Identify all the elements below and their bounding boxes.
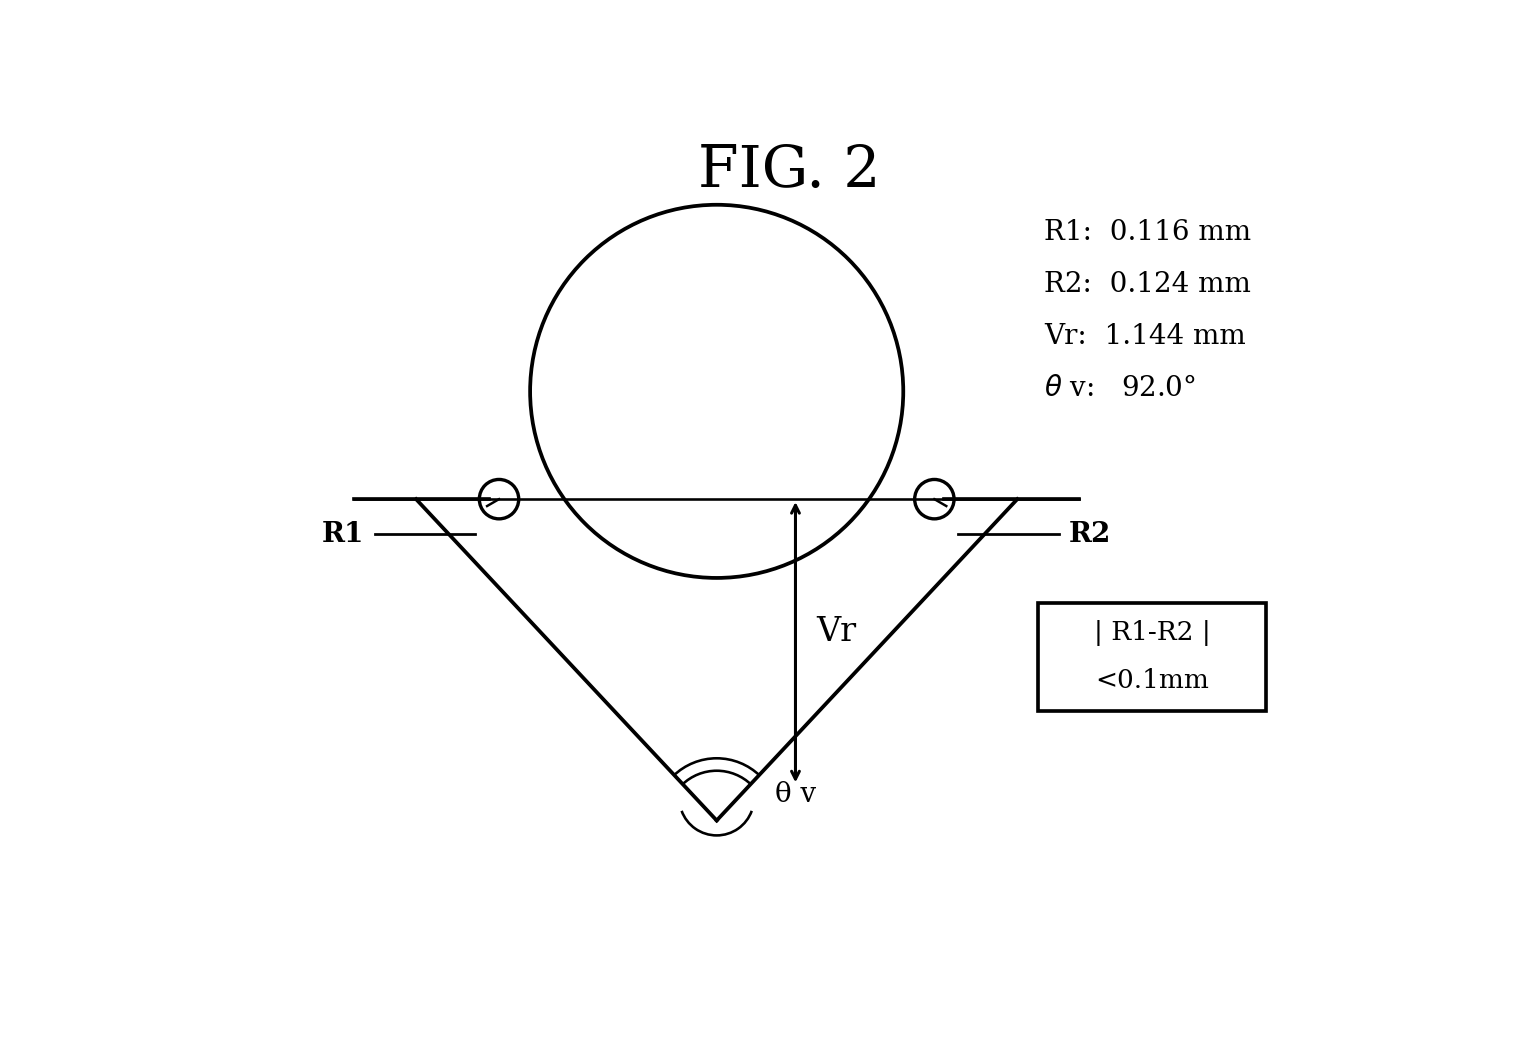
Text: R1: R1 [322, 521, 365, 548]
Text: Vr:  1.144 mm: Vr: 1.144 mm [1044, 323, 1246, 350]
Text: | R1-R2 |: | R1-R2 | [1093, 620, 1210, 646]
Text: FIG. 2: FIG. 2 [698, 143, 881, 198]
Text: R2: R2 [1069, 521, 1112, 548]
Text: Vr: Vr [816, 616, 856, 648]
Text: <0.1mm: <0.1mm [1095, 668, 1209, 693]
Bar [1038, 603, 1266, 711]
Text: $\theta$ v:   92.0°: $\theta$ v: 92.0° [1044, 375, 1197, 402]
Text: R2:  0.124 mm: R2: 0.124 mm [1044, 271, 1250, 298]
Text: R1:  0.116 mm: R1: 0.116 mm [1044, 219, 1252, 247]
Text: θ v: θ v [775, 781, 816, 809]
